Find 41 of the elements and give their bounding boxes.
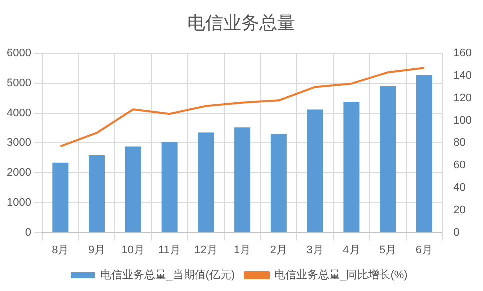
- y2-tick-label: 60: [454, 160, 466, 172]
- y-tick-label: 4000: [6, 107, 32, 120]
- y2-tick-label: 120: [454, 92, 472, 104]
- bar: [125, 146, 142, 232]
- x-tick-label: 4月: [343, 244, 360, 256]
- x-tick-label: 6月: [416, 244, 434, 256]
- y-tick-label: 2000: [6, 167, 32, 180]
- bar: [198, 132, 214, 232]
- x-tick-label: 5月: [380, 244, 397, 256]
- y2-tick-label: 100: [454, 114, 472, 127]
- bar: [307, 110, 324, 232]
- legend-label: 电信业务总量_当期值(亿元): [100, 268, 236, 282]
- x-tick-label: 12月: [194, 244, 218, 256]
- x-tick-label: 10月: [122, 244, 146, 256]
- bar: [89, 155, 106, 232]
- y2-tick-label: 140: [454, 70, 472, 82]
- y2-tick-label: 20: [454, 204, 466, 216]
- bar: [380, 86, 396, 232]
- x-tick-label: 1月: [234, 244, 252, 256]
- x-tick-label: 9月: [88, 244, 106, 256]
- y2-tick-label: 160: [454, 48, 472, 60]
- x-tick-label: 2月: [270, 244, 288, 256]
- x-tick-label: 8月: [52, 244, 70, 256]
- bar: [270, 134, 287, 232]
- bar: [52, 162, 69, 232]
- bar: [344, 102, 360, 232]
- legend-label: 电信业务总量_同比增长(%): [274, 268, 408, 282]
- y-tick-label: 0: [25, 226, 32, 239]
- y-tick-label: 6000: [6, 48, 32, 60]
- y-tick-label: 3000: [6, 137, 32, 150]
- y-tick-label: 5000: [6, 78, 32, 90]
- bar: [234, 128, 251, 232]
- y2-tick-label: 80: [454, 137, 466, 150]
- y2-tick-label: 0: [454, 226, 460, 239]
- chart-title: 电信业务总量: [186, 12, 296, 36]
- bar: [162, 142, 178, 232]
- bar: [416, 75, 432, 232]
- x-tick-label: 11月: [158, 244, 182, 256]
- y-tick-label: 1000: [6, 196, 32, 209]
- y2-tick-label: 40: [454, 182, 466, 194]
- x-tick-label: 3月: [306, 244, 324, 256]
